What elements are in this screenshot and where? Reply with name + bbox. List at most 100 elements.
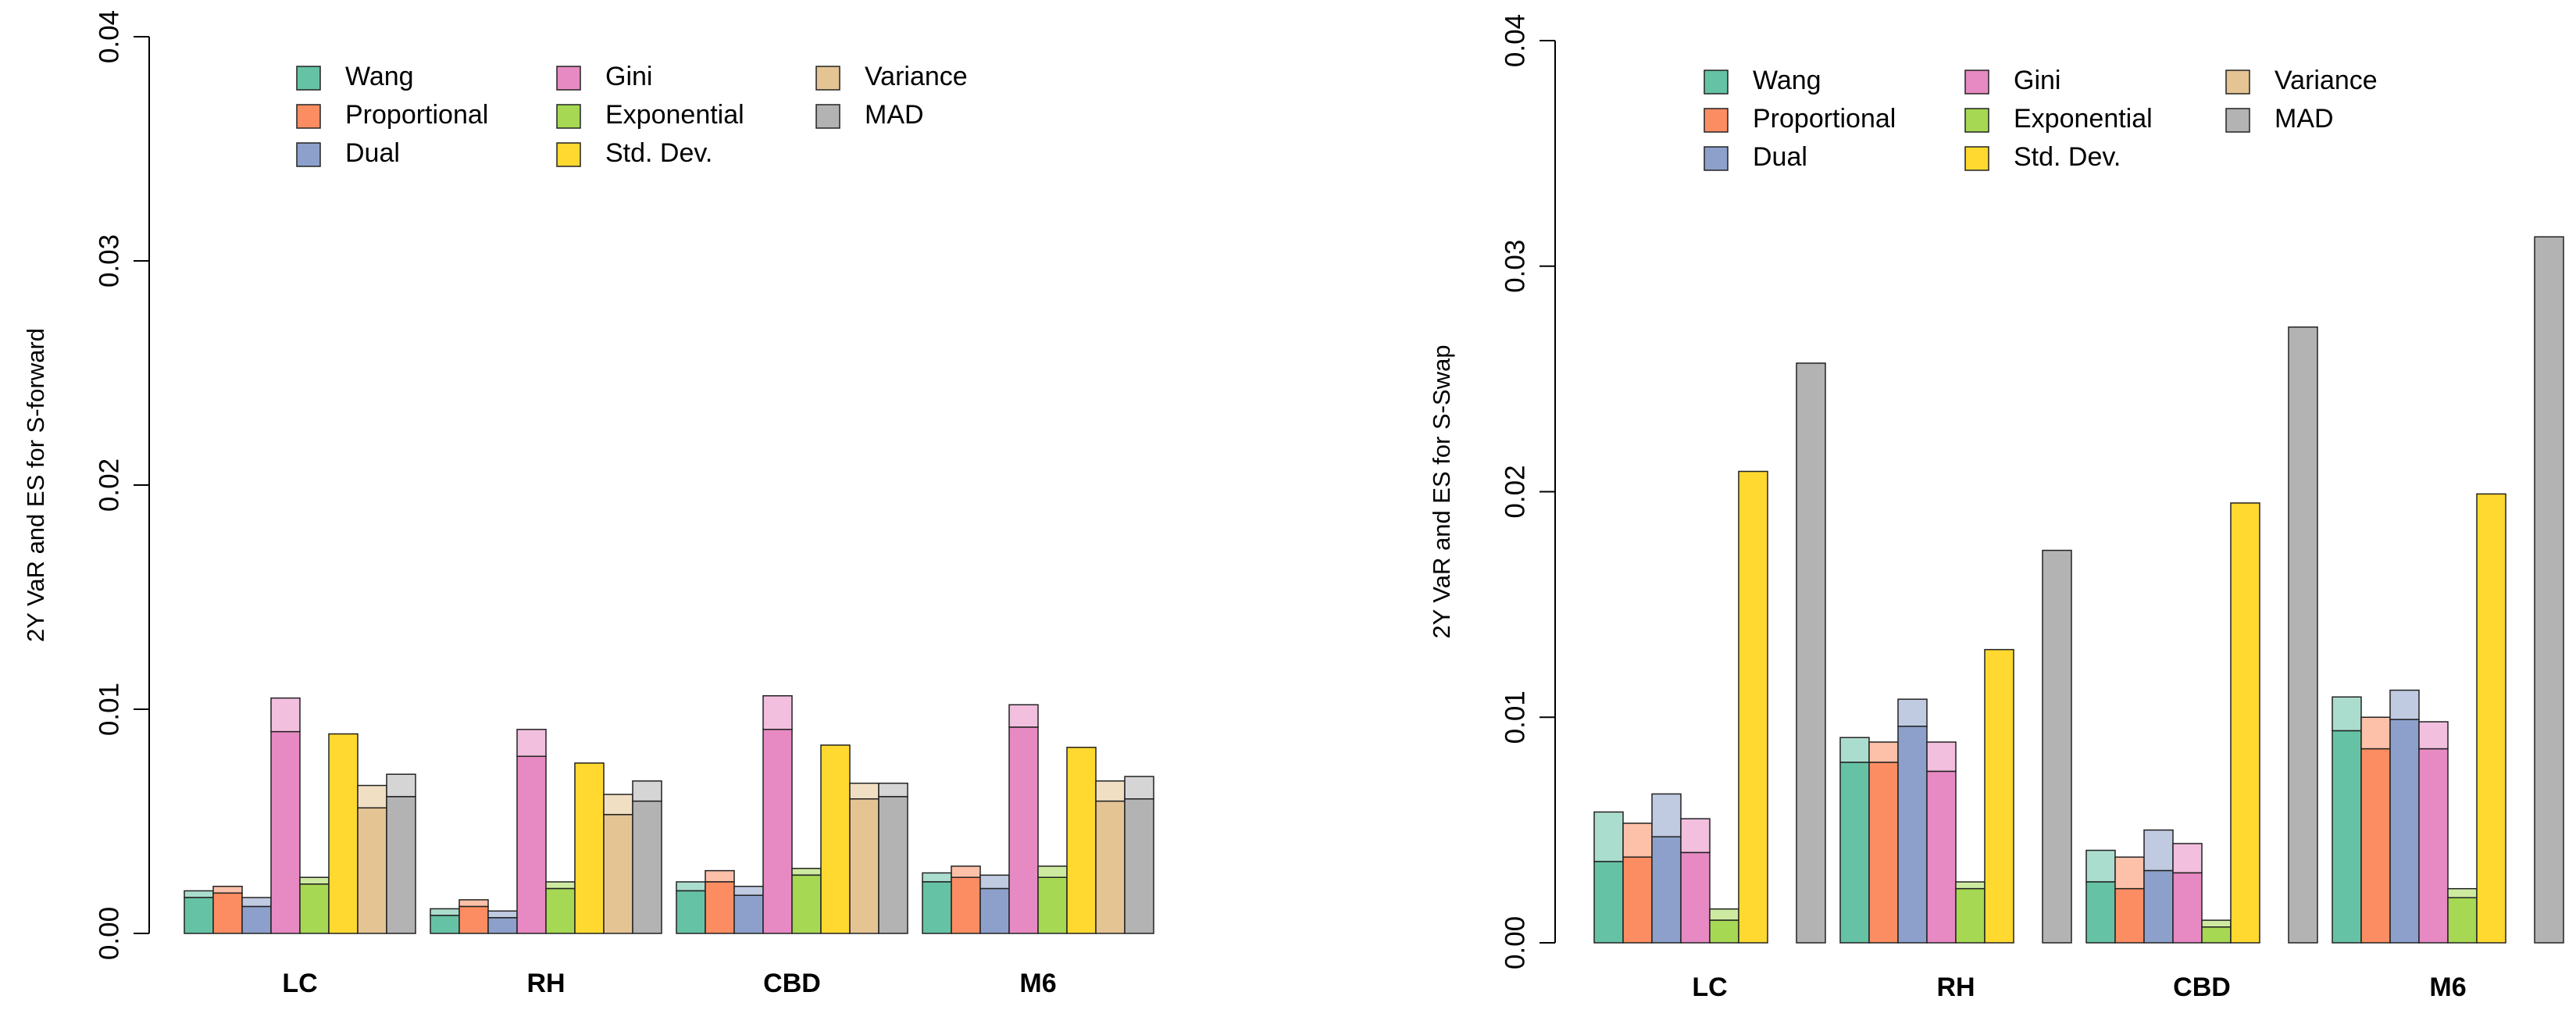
category-label: LC: [1692, 972, 1727, 1002]
bar-var-mad: [878, 796, 908, 934]
legend-label: Variance: [865, 62, 968, 91]
legend-swatch: [296, 142, 321, 167]
legend-swatch: [815, 104, 840, 129]
bar-var-mad: [632, 800, 662, 934]
bar-var-dual: [733, 894, 764, 934]
bar-es-proportional: [1868, 741, 1899, 763]
bar-es-gini: [2172, 843, 2203, 874]
legend-swatch: [1704, 70, 1729, 95]
legend-label: Std. Dev.: [2014, 142, 2121, 172]
bar-var-exponential: [1955, 887, 1986, 944]
legend-swatch: [296, 104, 321, 129]
bar-es-exponential: [299, 876, 330, 885]
bar-var-mad: [1796, 362, 1826, 944]
y-axis-title: 2Y VaR and ES for S-forward: [22, 328, 49, 642]
bar-var-stddev: [1984, 648, 2014, 944]
legend-label: Std. Dev.: [605, 138, 712, 168]
category-label: M6: [2429, 972, 2466, 1002]
legend-label: Dual: [1753, 142, 1807, 172]
bar-var-gini: [762, 729, 793, 934]
bar-es-proportional: [951, 865, 981, 879]
bar-var-exponential: [2201, 926, 2232, 944]
y-tick-label: 0.04: [1500, 14, 1530, 67]
bar-var-variance: [357, 807, 387, 934]
legend-label: Variance: [2275, 66, 2378, 95]
y-tick-label: 0.04: [94, 10, 124, 63]
bar-es-gini: [762, 695, 793, 730]
bar-var-mad: [2288, 326, 2318, 944]
bar-var-proportional: [1868, 762, 1899, 944]
legend-swatch: [556, 104, 581, 129]
bar-var-wang: [676, 890, 706, 934]
bar-es-variance: [849, 782, 879, 800]
bar-var-wang: [922, 881, 952, 934]
category-label: LC: [282, 969, 317, 998]
legend-swatch: [1964, 108, 1989, 133]
bar-var-dual: [1651, 836, 1682, 944]
chart-panel-2: 0.00 0.01 0.02 0.03 0.04 2Y VaR and ES for S-…: [1428, 14, 2564, 1002]
chart-panel-1: 0.00 0.01 0.02 0.03 0.04 2Y VaR and ES for S-…: [22, 10, 1154, 998]
bar-var-stddev: [328, 733, 359, 934]
bar-es-exponential: [791, 868, 822, 876]
legend-label: Wang: [1753, 66, 1821, 95]
bar-es-proportional: [2360, 716, 2391, 750]
legend-label: Exponential: [605, 100, 744, 130]
bar-es-gini: [270, 697, 301, 733]
y-tick-label: 0.03: [94, 234, 124, 287]
bar-es-dual: [487, 910, 518, 919]
bar-es-wang: [676, 881, 706, 892]
bar-es-exponential: [2201, 919, 2232, 928]
bar-es-variance: [1095, 780, 1126, 802]
bar-var-gini: [2172, 872, 2203, 944]
legend-label: Wang: [345, 62, 414, 91]
bar-es-variance: [603, 794, 633, 815]
bar-es-dual: [733, 885, 764, 896]
bar-es-exponential: [1955, 881, 1986, 890]
bar-es-variance: [357, 784, 387, 809]
bar-var-stddev: [2230, 502, 2260, 944]
bar-var-gini: [1680, 851, 1711, 944]
y-tick-label: 0.03: [1500, 240, 1530, 293]
y-tick-label: 0.02: [94, 459, 124, 512]
bar-var-proportional: [1622, 856, 1653, 944]
bar-var-dual: [241, 905, 272, 934]
bar-es-dual: [241, 897, 272, 908]
bar-es-mad: [1124, 776, 1154, 800]
bar-es-dual: [2143, 829, 2174, 872]
bar-var-exponential: [1709, 919, 1739, 944]
bar-es-mad: [386, 773, 416, 798]
bar-es-dual: [1897, 698, 1928, 727]
legend-swatch: [2225, 70, 2250, 95]
bar-es-dual: [979, 874, 1010, 890]
legend-swatch: [1964, 146, 1989, 171]
bar-es-mad: [632, 780, 662, 802]
bar-var-wang: [2085, 881, 2116, 944]
bar-es-wang: [2085, 849, 2116, 883]
bar-es-wang: [1593, 811, 1624, 862]
legend-label: Dual: [345, 138, 400, 168]
legend-swatch: [815, 66, 840, 91]
bar-es-gini: [2418, 721, 2449, 750]
bar-var-stddev: [1738, 470, 1768, 944]
category-label: M6: [1019, 969, 1056, 998]
bar-var-wang: [430, 915, 460, 934]
bar-var-proportional: [2114, 887, 2145, 944]
category-label: CBD: [2173, 972, 2231, 1002]
y-axis-title: 2Y VaR and ES for S-Swap: [1428, 344, 1455, 638]
bar-es-exponential: [1709, 908, 1739, 921]
bar-es-wang: [922, 872, 952, 883]
bar-var-wang: [184, 897, 214, 934]
bar-es-gini: [1680, 818, 1711, 854]
bar-es-exponential: [545, 881, 576, 890]
bar-var-gini: [2418, 748, 2449, 944]
bar-es-mad: [878, 782, 908, 798]
y-tick-label: 0.01: [1500, 690, 1530, 744]
category-label: RH: [526, 969, 565, 998]
bar-var-mad: [2534, 236, 2564, 944]
bar-es-dual: [1651, 793, 1682, 838]
bar-var-dual: [2143, 869, 2174, 944]
bar-es-wang: [184, 890, 214, 898]
bar-es-exponential: [2447, 887, 2478, 898]
y-tick-label: 0.00: [1500, 916, 1530, 969]
bar-var-exponential: [545, 887, 576, 934]
